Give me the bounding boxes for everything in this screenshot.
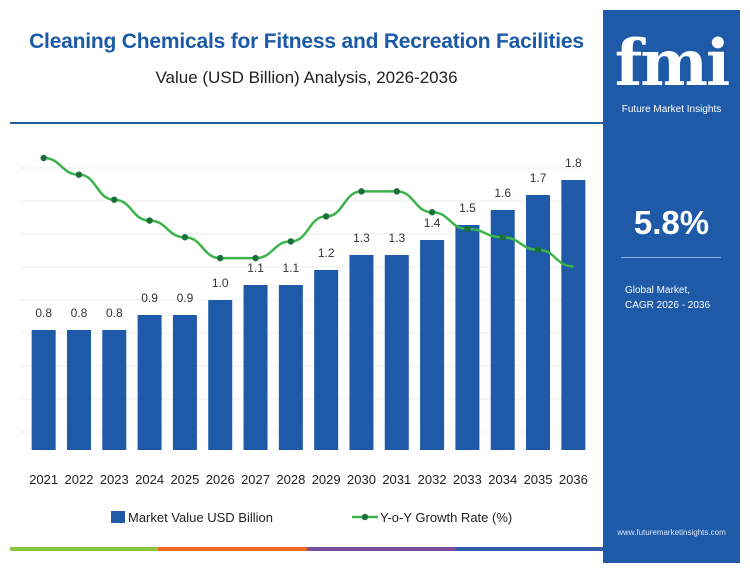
bar-2028 — [278, 285, 303, 450]
x-tick-label: 2028 — [276, 472, 305, 487]
bar-value-label: 1.2 — [318, 246, 335, 260]
bar-2026 — [208, 300, 233, 450]
x-tick-label: 2023 — [100, 472, 129, 487]
growth-rate-point — [428, 209, 436, 216]
bar-value-label: 1.7 — [530, 171, 547, 185]
growth-rate-point — [75, 171, 83, 178]
strip-segment — [158, 547, 307, 551]
x-tick-label: 2025 — [170, 472, 199, 487]
bar-value-label: 1.3 — [353, 231, 370, 245]
strip-segment — [306, 547, 455, 551]
bar-value-label: 0.8 — [106, 306, 123, 320]
growth-rate-point — [111, 196, 118, 203]
x-tick-label: 2022 — [65, 472, 94, 487]
x-tick-label: 2026 — [206, 472, 235, 487]
bar-value-label: 0.9 — [177, 291, 194, 305]
bar-2032 — [420, 240, 445, 450]
bar-2022 — [66, 330, 91, 450]
x-tick-label: 2035 — [524, 472, 553, 487]
bar-2021 — [31, 330, 56, 450]
bar-2023 — [102, 330, 127, 450]
bottom-color-strip — [10, 547, 603, 551]
logo-subtitle: Future Market Insights — [621, 104, 722, 115]
cagr-label-line2: CAGR 2026 - 2036 — [625, 300, 711, 311]
main-panel: Cleaning Chemicals for Fitness and Recre… — [10, 10, 603, 563]
bar-value-label: 1.1 — [247, 261, 264, 275]
growth-rate-point — [181, 234, 189, 241]
bar-2031 — [384, 255, 409, 450]
bar-value-label: 1.1 — [283, 261, 300, 275]
bar-value-label: 1.3 — [388, 231, 405, 245]
cagr-label-line1: Global Market, — [625, 285, 691, 296]
bar-2024 — [137, 315, 162, 450]
legend-line-marker — [361, 513, 369, 521]
growth-rate-point — [499, 234, 506, 241]
x-tick-label: 2031 — [382, 472, 411, 487]
growth-rate-point — [146, 217, 153, 224]
website-link[interactable]: www.futuremarketinsights.com — [617, 528, 726, 537]
x-tick-label: 2024 — [135, 472, 164, 487]
strip-segment — [10, 547, 159, 551]
cagr-label: Global Market, CAGR 2026 - 2036 — [625, 283, 725, 313]
growth-rate-point — [287, 238, 295, 245]
bar-value-label: 1.4 — [424, 216, 441, 230]
growth-rate-point — [322, 213, 330, 220]
bar-value-label: 0.8 — [35, 306, 52, 320]
bar-value-label: 0.9 — [141, 291, 158, 305]
cagr-value: 5.8% — [633, 204, 710, 241]
chart-frame: Cleaning Chemicals for Fitness and Recre… — [10, 10, 740, 563]
fmi-logo: fmi — [614, 26, 731, 101]
growth-rate-point — [252, 254, 259, 262]
bar-value-label: 1.6 — [494, 186, 511, 200]
side-panel: fmi Future Market Insights 5.8% Global M… — [603, 10, 740, 563]
bar-value-label: 0.8 — [71, 306, 88, 320]
bar-2035 — [526, 195, 551, 450]
legend-bar-swatch — [111, 511, 125, 523]
growth-rate-point — [464, 225, 471, 233]
bar-2034 — [490, 210, 515, 450]
bar-value-label: 1.5 — [459, 201, 476, 215]
legend-line-label: Y-o-Y Growth Rate (%) — [380, 510, 512, 525]
growth-rate-point — [534, 246, 542, 253]
growth-rate-point — [40, 154, 47, 162]
strip-segment — [454, 547, 603, 551]
title-divider — [10, 122, 603, 124]
legend-bar-label: Market Value USD Billion — [128, 510, 273, 525]
x-tick-label: 2029 — [312, 472, 341, 487]
x-tick-label: 2036 — [559, 472, 588, 487]
growth-rate-point — [217, 254, 224, 262]
x-tick-label: 2021 — [29, 472, 58, 487]
bar-value-label: 1.0 — [212, 276, 229, 290]
growth-rate-point — [393, 188, 400, 195]
x-tick-label: 2033 — [453, 472, 482, 487]
bar-2030 — [349, 255, 374, 450]
bar-2027 — [243, 285, 268, 450]
x-tick-label: 2027 — [241, 472, 270, 487]
bar-2025 — [172, 315, 197, 450]
bar-value-label: 1.8 — [565, 156, 582, 170]
side-divider — [621, 257, 721, 258]
growth-rate-point — [358, 188, 365, 195]
bar-2036 — [561, 180, 586, 450]
chart-subtitle: Value (USD Billion) Analysis, 2026-2036 — [155, 68, 458, 87]
x-tick-label: 2034 — [488, 472, 517, 487]
x-tick-label: 2030 — [347, 472, 376, 487]
bar-2033 — [455, 225, 480, 450]
chart-title: Cleaning Chemicals for Fitness and Recre… — [29, 30, 584, 53]
growth-rate-line — [43, 156, 574, 268]
bar-2029 — [314, 270, 339, 450]
x-tick-label: 2032 — [418, 472, 447, 487]
chart-plot: 0.8 2021 0.8 2022 0.8 2023 0.9 2024 0.9 2025 1.0 20… — [20, 154, 588, 525]
